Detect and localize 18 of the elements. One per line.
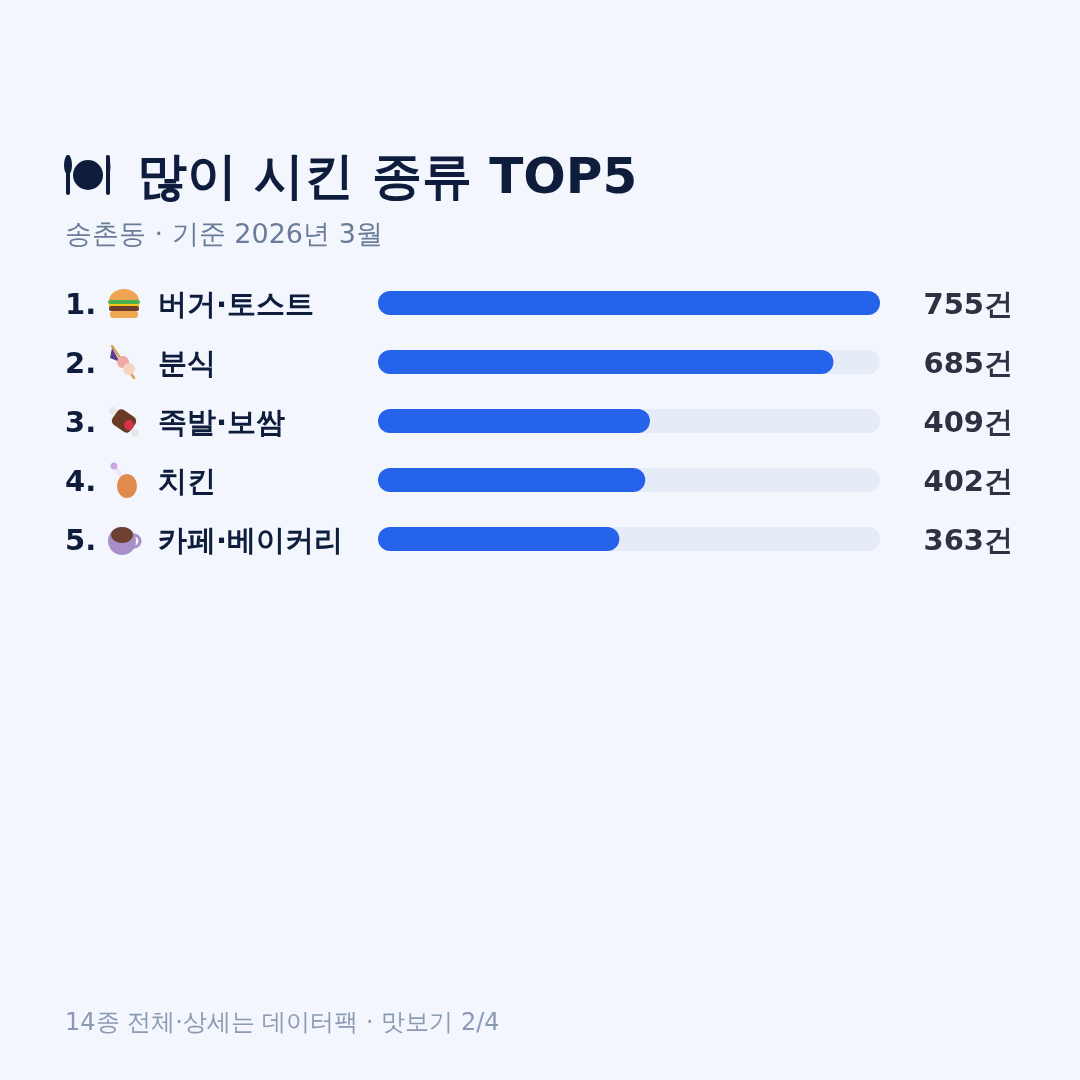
data-label: 402건	[923, 464, 1013, 498]
data-label: 409건	[923, 405, 1013, 439]
text: 2.	[65, 346, 97, 380]
data-label: 755건	[923, 287, 1013, 321]
text: 5.	[65, 523, 97, 557]
y-tick-label: 족발·보쌈	[158, 405, 286, 439]
text: 4.	[65, 464, 97, 498]
text: 3.	[65, 405, 97, 439]
data-label: 685건	[923, 346, 1013, 380]
y-tick-label: 버거·토스트	[158, 287, 315, 321]
y-tick-label: 카페·베이커리	[158, 523, 344, 557]
chart-subtitle: 송촌동 · 기준 2026년 3월	[65, 218, 383, 249]
chart-title: 많이 시킨 종류 TOP5	[137, 147, 638, 205]
text: 1.	[65, 287, 97, 321]
data-label: 363건	[923, 523, 1013, 557]
y-tick-label: 치킨	[158, 464, 216, 498]
text: 14종 전체·상세는 데이터팩 · 맛보기 2/4	[65, 1008, 500, 1036]
y-tick-label: 분식	[158, 346, 216, 380]
